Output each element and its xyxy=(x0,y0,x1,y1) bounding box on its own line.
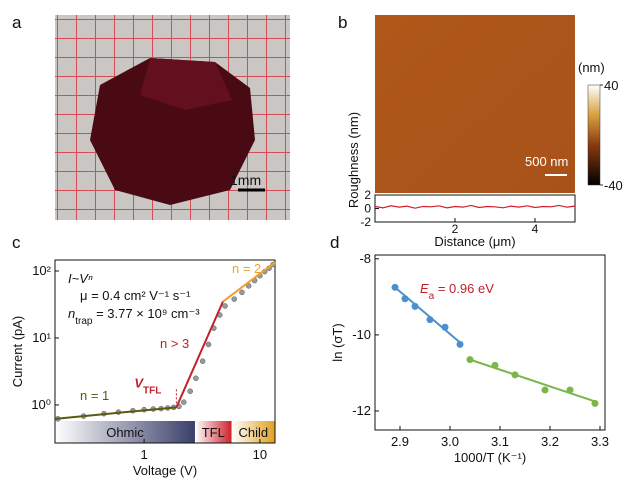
annotation-part: n xyxy=(68,306,75,321)
x-axis-label: Distance (μm) xyxy=(434,234,515,249)
y-axis-label: ln (σT) xyxy=(330,323,345,361)
annotation-part: = 3.77 × 10⁹ cm⁻³ xyxy=(92,306,200,321)
panel-label: a xyxy=(12,13,22,32)
y-tick-label: 2 xyxy=(364,188,371,202)
panel-label: c xyxy=(12,233,21,252)
data-point xyxy=(591,399,599,407)
data-point xyxy=(456,340,464,348)
plot-frame xyxy=(374,194,576,223)
y-tick-label: -12 xyxy=(352,403,371,418)
colorbar-tick-label: -40 xyxy=(604,178,623,193)
data-point xyxy=(199,358,206,364)
afm-image xyxy=(375,15,601,193)
x-tick-label: 3.1 xyxy=(491,434,509,449)
data-point xyxy=(511,371,519,379)
data-point xyxy=(491,361,499,369)
data-point xyxy=(466,356,474,364)
y-tick-label: -2 xyxy=(360,215,371,229)
annotation-part: TFL xyxy=(143,385,161,396)
x-tick-label: 3.0 xyxy=(441,434,459,449)
panel-label: b xyxy=(338,13,347,32)
data-point xyxy=(401,295,409,303)
data-point xyxy=(566,386,574,394)
annotation: μ = 0.4 cm² V⁻¹ s⁻¹ xyxy=(80,288,191,303)
y-tick-label: -8 xyxy=(359,251,371,266)
annotation-part: a xyxy=(429,291,435,302)
x-tick-label: 1 xyxy=(140,447,147,462)
panel-label: d xyxy=(330,233,339,252)
region-label: TFL xyxy=(202,425,225,440)
line xyxy=(222,261,276,303)
annotation-part: V xyxy=(134,375,144,390)
region-label: Ohmic xyxy=(106,425,144,440)
x-tick-label: 3.2 xyxy=(541,434,559,449)
data-point xyxy=(391,283,399,291)
line xyxy=(175,301,224,408)
data-point xyxy=(441,323,449,331)
x-axis-label: Voltage (V) xyxy=(133,463,197,478)
colorbar-unit: (nm) xyxy=(578,60,605,75)
annotation-part: trap xyxy=(75,316,93,327)
region xyxy=(194,421,232,443)
line xyxy=(374,204,576,209)
y-tick-label: 10⁰ xyxy=(31,397,51,412)
data-point xyxy=(193,375,199,382)
annotation: I~Vⁿ xyxy=(68,271,93,286)
x-tick-label: 2 xyxy=(452,222,459,236)
y-tick-label: 10² xyxy=(32,263,51,278)
region xyxy=(231,421,275,443)
region-label: Child xyxy=(239,425,269,440)
x-axis-label: 1000/T (K⁻¹) xyxy=(454,450,526,465)
data-point xyxy=(205,341,212,348)
data-point xyxy=(187,388,193,395)
data-point xyxy=(239,289,245,296)
y-axis-label: Current (pA) xyxy=(10,316,25,388)
annotation: VTFL xyxy=(134,375,161,396)
data-point xyxy=(231,296,237,302)
data-point xyxy=(541,386,549,394)
data-point xyxy=(426,316,434,324)
annotation-part: E xyxy=(420,281,429,296)
y-tick-label: -10 xyxy=(352,327,371,342)
annotation: Ea = 0.96 eV xyxy=(420,281,494,302)
scale-bar-label: 1mm xyxy=(230,172,261,188)
fit-line xyxy=(469,358,596,403)
x-tick-label: 4 xyxy=(532,222,539,236)
data-point xyxy=(181,399,187,405)
annotation: ntrap = 3.77 × 10⁹ cm⁻³ xyxy=(68,306,200,327)
y-tick-label: 10¹ xyxy=(32,330,51,345)
x-tick-label: 2.9 xyxy=(391,434,409,449)
plot-frame xyxy=(374,254,606,431)
series-label: n = 2 xyxy=(232,261,261,276)
series-label: n > 3 xyxy=(160,336,189,351)
plot-frame xyxy=(54,259,276,444)
scale-bar-label: 500 nm xyxy=(525,154,568,169)
region xyxy=(55,421,195,443)
data-point xyxy=(222,303,228,309)
x-tick-label: 3.3 xyxy=(591,434,609,449)
series-label: n = 1 xyxy=(80,388,109,403)
colorbar-tick-label: 40 xyxy=(604,78,618,93)
y-tick-label: 0 xyxy=(364,202,371,216)
data-point xyxy=(411,302,419,310)
annotation-part: = 0.96 eV xyxy=(434,281,494,296)
line xyxy=(54,406,177,420)
y-axis-label: Roughness (nm) xyxy=(346,112,361,208)
photo xyxy=(55,15,290,220)
x-tick-label: 10 xyxy=(253,447,267,462)
